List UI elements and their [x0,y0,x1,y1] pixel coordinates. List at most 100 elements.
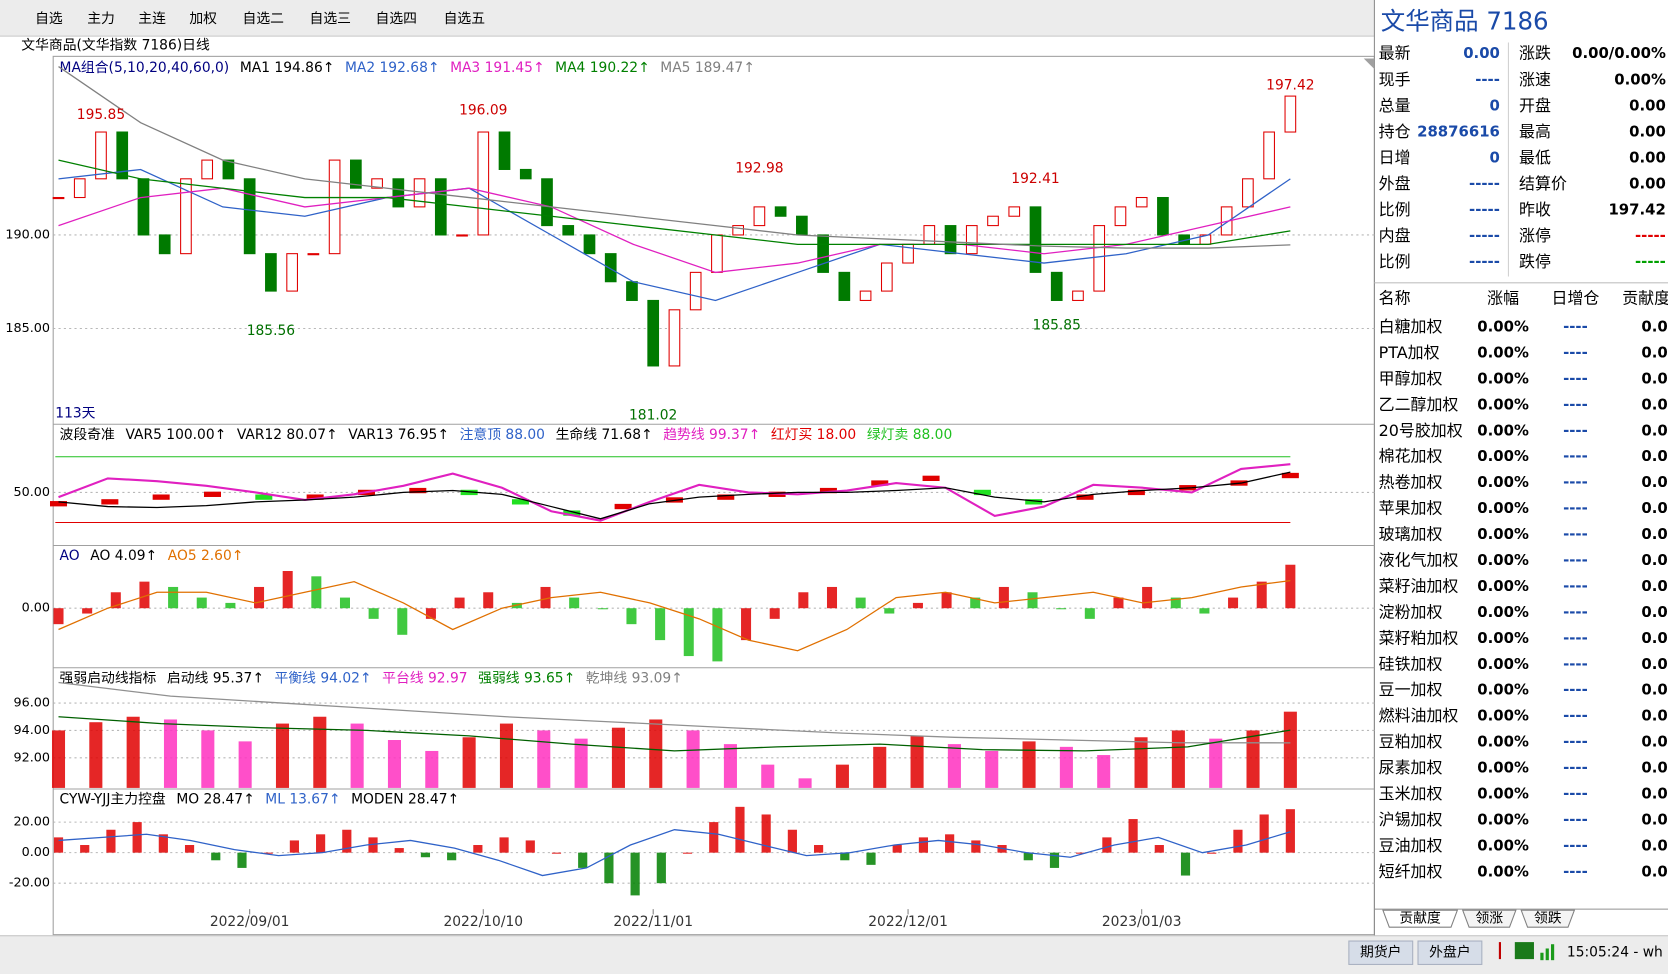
signal-block [819,487,837,494]
list-name[interactable]: 尿素加权 [1379,758,1443,777]
list-name[interactable]: 菜籽油加权 [1379,576,1459,595]
histogram-bar [855,597,866,609]
extreme-label: 197.42 [1266,77,1314,93]
series-line [58,187,1291,274]
list-name[interactable]: 苹果加权 [1379,499,1443,518]
list-name[interactable]: 豆一加权 [1379,680,1443,699]
histogram-bar [106,829,116,853]
status-button-label[interactable]: 期货户 [1360,944,1401,961]
signal-block [1281,472,1299,479]
menu-item[interactable]: 自选五 [444,11,486,27]
legend-item: MODEN 28.47↑ [351,792,459,808]
status-button[interactable] [1417,940,1483,965]
quote-value: 28876616 [1417,122,1500,140]
list-name[interactable]: 白糖加权 [1379,317,1443,336]
list-value: ---- [1563,473,1588,491]
candle [583,234,596,255]
list-value: 0.00% [1477,318,1529,336]
list-value: ---- [1563,681,1588,699]
tab[interactable] [1461,909,1517,928]
candle [434,178,447,236]
list-header: 名称 [1379,288,1411,307]
list-name[interactable]: 玉米加权 [1379,784,1443,803]
list-value: 0.00% [1477,499,1529,517]
candle [796,215,808,236]
tab[interactable] [1520,909,1576,928]
histogram-bar [551,852,562,854]
list-name[interactable]: 豆油加权 [1379,836,1443,855]
legend-item: MA1 194.86↑ [240,60,334,76]
histogram-bar [316,834,326,853]
list-name[interactable]: 燃料油加权 [1379,706,1459,725]
list-value: ---- [1563,499,1588,517]
list-name[interactable]: 20号胶加权 [1379,421,1463,440]
list-value: 0.00% [1477,810,1529,828]
y-tick-label: 185.00 [5,321,50,336]
menu-item[interactable]: 自选 [35,11,63,27]
histogram-bar [350,723,364,788]
list-name[interactable]: 短纤加权 [1379,862,1443,881]
list-name[interactable]: 乙二醇加权 [1379,395,1459,414]
quote-value: 0.00 [1629,148,1666,166]
menu-item[interactable]: 自选二 [243,11,285,27]
histogram-bar [1113,597,1124,609]
legend-item: 平台线 92.97 [382,670,467,686]
histogram-bar [1023,852,1033,861]
menu-bar [0,0,1375,37]
list-value: 0.00 [1641,785,1668,803]
series-line [58,66,1291,249]
list-value: ---- [1563,603,1588,621]
histogram-bar [970,597,981,609]
status-button[interactable] [1348,940,1414,965]
quote-value: 0.00/0.00% [1572,44,1666,62]
histogram-bar [761,814,771,853]
status-button-label[interactable]: 外盘户 [1429,944,1470,961]
list-name[interactable]: 硅铁加权 [1379,654,1443,673]
list-name[interactable]: 甲醇加权 [1379,369,1443,388]
list-name[interactable]: 淀粉加权 [1379,602,1443,621]
signal-block [1127,489,1145,496]
tab-label[interactable]: 领涨 [1475,911,1503,927]
list-value: ---- [1563,447,1588,465]
legend-item: 强弱启动线指标 [60,670,157,686]
menu-item[interactable]: 主连 [138,11,166,27]
candle [1284,95,1297,133]
signal-block [152,494,170,500]
list-value: 0.00 [1641,629,1668,647]
list-value: 0.00 [1641,395,1668,413]
signal-block [871,480,889,486]
legend-item: CYW-YJJ主力控盘 [60,791,166,808]
histogram-bar [368,608,379,619]
tab[interactable] [1382,909,1459,928]
list-name[interactable]: 棉花加权 [1379,447,1443,466]
menu-item[interactable]: 加权 [189,10,217,27]
list-name[interactable]: 沪锡加权 [1379,810,1443,829]
y-tick-label: 96.00 [13,696,50,711]
legend-item: 生命线 71.68↑ [556,426,653,443]
quote-value: 0.00 [1463,44,1500,62]
list-value: 0.00 [1641,343,1668,361]
menu-item[interactable]: 主力 [87,11,115,27]
list-name[interactable]: PTA加权 [1379,343,1440,362]
list-value: 0.00 [1641,473,1668,491]
list-value: ---- [1563,369,1588,387]
list-value: 0.00% [1477,551,1529,569]
tab-label[interactable]: 贡献度 [1399,911,1441,927]
menu-item[interactable]: 自选三 [310,11,351,27]
menu-item[interactable]: 自选四 [376,11,417,27]
histogram-bar [499,723,513,788]
list-name[interactable]: 液化气加权 [1379,551,1459,570]
histogram-bar [1134,737,1148,788]
histogram-bar [1228,597,1239,609]
histogram-bar [866,852,876,865]
histogram-bar [237,852,247,868]
list-name[interactable]: 豆粕加权 [1379,732,1443,751]
histogram-bar [1207,852,1217,854]
list-name[interactable]: 热卷加权 [1379,473,1443,492]
candle [328,159,341,255]
signal-block [306,494,324,500]
list-name[interactable]: 菜籽粕加权 [1379,628,1459,647]
tab-label[interactable]: 领跌 [1534,911,1562,927]
list-name[interactable]: 玻璃加权 [1379,525,1443,544]
list-value: ---- [1563,862,1588,880]
